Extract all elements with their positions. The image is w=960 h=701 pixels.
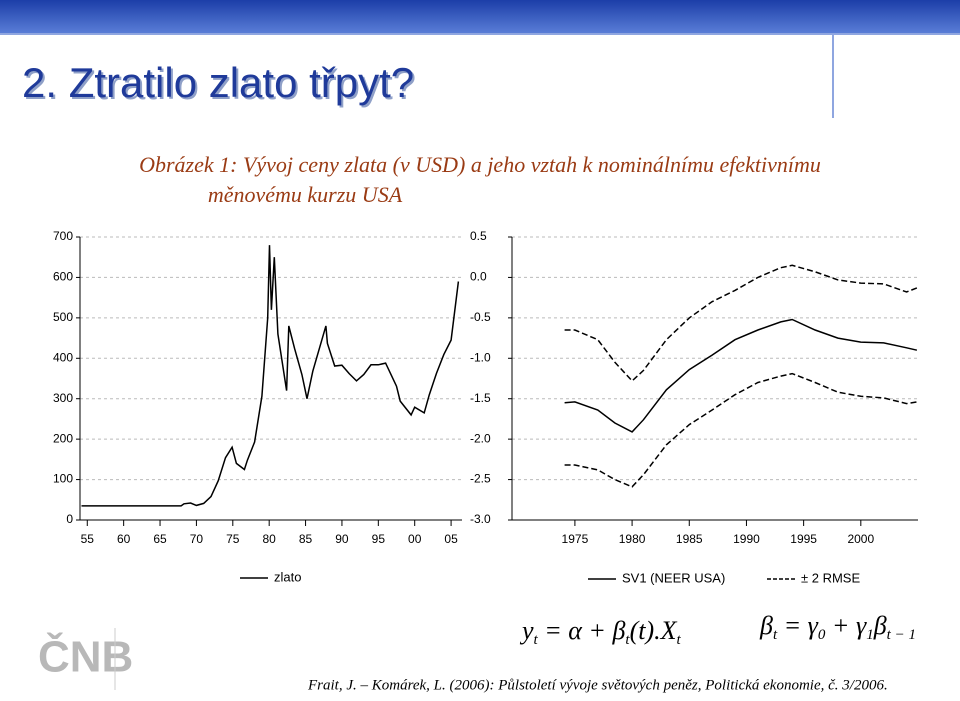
legend-label: SV1 (NEER USA) (622, 570, 725, 585)
y-tick-label: -0.5 (470, 310, 491, 324)
x-tick-label: 05 (444, 532, 458, 546)
legend-label: ± 2 RMSE (801, 570, 860, 585)
y-tick-label: -1.5 (470, 391, 491, 405)
y-tick-label: 200 (53, 431, 73, 445)
x-tick-label: 75 (226, 532, 240, 546)
citation: Frait, J. – Komárek, L. (2006): Půlstole… (307, 677, 888, 693)
subscript: 1 (866, 627, 874, 643)
x-tick-label: 1990 (733, 532, 760, 546)
y-tick-label: 0 (66, 512, 73, 526)
x-tick-label: 55 (81, 532, 95, 546)
x-tick-label: 60 (117, 532, 131, 546)
x-tick-label: 1995 (790, 532, 817, 546)
formula-part: y (519, 616, 534, 645)
y-tick-label: 0.0 (470, 270, 487, 284)
x-tick-label: 1980 (619, 532, 646, 546)
subscript: t (625, 632, 630, 648)
subscript: t − 1 (887, 627, 916, 643)
x-tick-label: 90 (335, 532, 349, 546)
caption: měnovému kurzu USA (208, 182, 403, 207)
x-tick-label: 65 (153, 532, 167, 546)
y-tick-label: -2.5 (470, 472, 491, 486)
x-tick-label: 70 (190, 532, 204, 546)
y-tick-label: 600 (53, 270, 73, 284)
y-tick-label: 100 (53, 472, 73, 486)
x-tick-label: 1975 (562, 532, 589, 546)
y-tick-label: 0.5 (470, 229, 487, 243)
formula: βt = γ0 + γ1βt − 1 (759, 611, 916, 643)
x-tick-label: 80 (263, 532, 277, 546)
y-tick-label: 400 (53, 350, 73, 364)
y-tick-label: 700 (53, 229, 73, 243)
y-tick-label: -3.0 (470, 512, 491, 526)
formula-part: β (873, 611, 887, 640)
legend-label: zlato (274, 569, 301, 584)
title-shadow: 2. Ztratilo zlato třpyt? (24, 61, 416, 108)
subscript: t (534, 632, 539, 648)
header-bar (0, 0, 960, 34)
series-line (564, 318, 918, 433)
formula-part: = γ (777, 611, 819, 640)
series-line (564, 264, 918, 382)
series-line (564, 372, 918, 488)
x-tick-label: 2000 (847, 532, 874, 546)
y-tick-label: -1.0 (470, 350, 491, 364)
logo: ČNB (38, 631, 133, 682)
formula-part: (t).X (630, 616, 678, 645)
y-tick-label: 500 (53, 310, 73, 324)
subscript: 0 (818, 627, 826, 643)
formula-part: β (759, 611, 773, 640)
y-tick-label: 300 (53, 391, 73, 405)
subscript: t (677, 632, 682, 648)
x-tick-label: 1985 (676, 532, 703, 546)
series-line (81, 245, 460, 507)
caption: Obrázek 1: Vývoj ceny zlata (v USD) a je… (139, 152, 821, 177)
x-tick-label: 85 (299, 532, 313, 546)
formula-part: = α + β (538, 616, 626, 645)
x-tick-label: 95 (372, 532, 386, 546)
x-tick-label: 00 (408, 532, 422, 546)
subscript: t (773, 627, 778, 643)
formula: yt = α + βt(t).Xt (519, 616, 682, 648)
formula-part: + γ (825, 611, 867, 640)
y-tick-label: -2.0 (470, 431, 491, 445)
slide-title: 2. Ztratilo zlato třpyt? (22, 59, 414, 106)
